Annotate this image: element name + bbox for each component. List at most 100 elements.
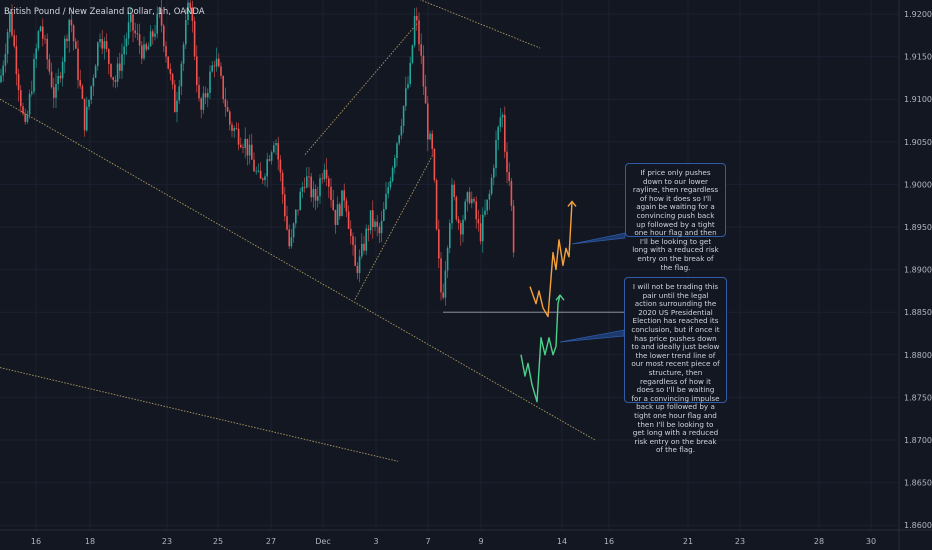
candle-body <box>295 209 297 224</box>
y-tick-label: 1.91500 <box>904 53 932 62</box>
candle-body <box>391 167 394 182</box>
candle-body <box>99 39 101 43</box>
candle-body <box>165 46 167 57</box>
candle-body <box>341 190 343 217</box>
candle-body <box>37 31 40 49</box>
candle-body <box>229 111 231 125</box>
candle-body <box>512 205 515 253</box>
candle-body <box>405 88 407 107</box>
candle-body <box>185 20 187 45</box>
candle-body <box>380 220 383 234</box>
candle-body <box>123 46 125 55</box>
candle-body <box>182 44 185 64</box>
price-axis[interactable]: 1.92000 1.91500 1.91000 1.90500 1.90000 1.895… <box>898 0 932 550</box>
time-axis[interactable]: 16 18 23 25 27 Dec 3 7 9 14 16 21 23 28 30 <box>0 529 932 546</box>
candle-body <box>482 214 484 242</box>
x-tick-label: 30 <box>866 537 876 546</box>
candle-body <box>70 19 73 26</box>
candle-body <box>57 75 59 84</box>
candle-body <box>81 86 84 99</box>
candle-body <box>323 169 326 180</box>
candle-body <box>354 245 356 266</box>
x-tick-label: 14 <box>557 537 567 546</box>
candle-body <box>218 58 220 67</box>
candle-body <box>130 14 132 23</box>
candle-body <box>308 176 310 178</box>
candle-body <box>383 209 385 221</box>
trend-line <box>304 22 419 155</box>
candle-body <box>468 192 471 204</box>
candle-body <box>11 12 13 36</box>
candle-body <box>198 85 200 99</box>
candle-body <box>259 170 262 179</box>
candle-body <box>508 172 510 181</box>
candle-body <box>433 148 436 181</box>
candle-body <box>253 159 255 172</box>
candle-body <box>449 223 451 249</box>
candle-body <box>486 199 488 211</box>
candle-body <box>385 193 387 210</box>
candle-body <box>114 80 117 82</box>
candle-body <box>288 229 290 247</box>
candle-body <box>431 133 433 149</box>
candle-body <box>422 55 425 87</box>
trend-lines <box>0 0 625 462</box>
candle-body <box>284 194 286 217</box>
trend-line <box>419 0 541 49</box>
candle-body <box>48 59 51 72</box>
candle-body <box>506 151 508 173</box>
candle-body <box>501 114 504 118</box>
candle-body <box>477 219 480 224</box>
candle-body <box>484 210 486 215</box>
candle-body <box>33 58 35 92</box>
candle-body <box>361 243 363 257</box>
candle-body <box>119 63 121 71</box>
candle-body <box>451 184 453 224</box>
callout-connectors <box>559 232 626 343</box>
candle-body <box>435 180 438 230</box>
candle-body <box>15 46 18 75</box>
candle-body <box>446 248 449 271</box>
candle-body <box>374 221 376 228</box>
candle-body <box>187 2 189 21</box>
x-tick-label: 28 <box>814 537 824 546</box>
candle-body <box>424 86 427 104</box>
candle-body <box>312 189 315 198</box>
candle-body <box>180 63 183 87</box>
y-tick-label: 1.87000 <box>904 436 932 445</box>
candle-body <box>471 198 473 204</box>
candle-body <box>193 21 196 57</box>
candle-body <box>479 223 482 242</box>
candle-body <box>42 26 44 39</box>
x-tick-label: 16 <box>31 537 41 546</box>
candle-body <box>499 117 502 127</box>
x-tick-label: 9 <box>478 537 483 546</box>
candle-body <box>270 152 273 161</box>
candle-body <box>127 22 130 39</box>
candle-body <box>251 144 253 160</box>
annotation-callout-2: I will not be trading this pair until th… <box>624 277 727 454</box>
candle-body <box>147 46 150 50</box>
candle-body <box>332 199 334 210</box>
candle-body <box>350 228 352 237</box>
candle-body <box>299 191 301 211</box>
grid-lines <box>0 0 898 530</box>
candle-body <box>83 98 86 131</box>
orange-projection-path-arrowhead <box>567 200 577 207</box>
candle-body <box>314 189 317 201</box>
x-tick-label: 18 <box>85 537 95 546</box>
candle-body <box>336 204 339 225</box>
candle-body <box>189 2 191 8</box>
candle-body <box>396 143 398 159</box>
candle-body <box>231 124 233 131</box>
candle-body <box>77 48 79 81</box>
candle-body <box>196 56 198 86</box>
candle-body <box>262 178 264 181</box>
candle-body <box>169 68 172 75</box>
candle-body <box>156 13 158 34</box>
candle-body <box>306 176 308 188</box>
candle-body <box>363 243 365 251</box>
candle-body <box>429 133 431 140</box>
